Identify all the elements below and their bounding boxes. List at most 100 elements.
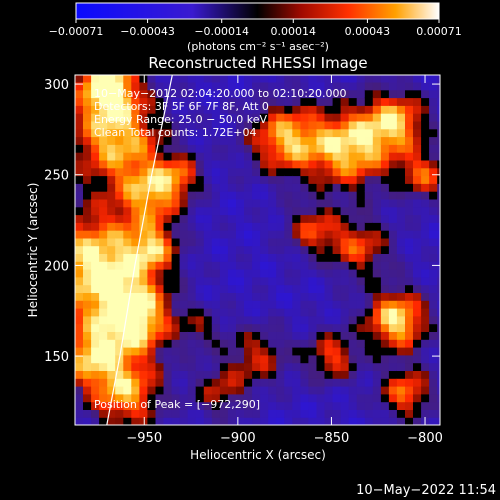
heatmap-cell: [372, 136, 382, 145]
heatmap-cell: [99, 183, 108, 192]
heatmap-cell: [364, 401, 374, 410]
heatmap-cell: [211, 167, 221, 177]
heatmap-cell: [276, 175, 285, 184]
heatmap-cell: [396, 198, 406, 208]
heatmap-cell: [260, 362, 269, 371]
heatmap-cell: [284, 198, 293, 208]
heatmap-cell: [380, 362, 390, 371]
heatmap-cell: [139, 401, 148, 410]
heatmap-cell: [260, 409, 269, 418]
heatmap-cell: [380, 276, 390, 286]
heatmap-cell: [413, 378, 422, 387]
heatmap-cell: [356, 401, 366, 410]
heatmap-cell: [123, 315, 132, 325]
heatmap-cell: [155, 292, 165, 301]
heatmap-cell: [364, 136, 374, 145]
heatmap-cell: [203, 253, 213, 262]
heatmap-cell: [348, 206, 358, 216]
heatmap-cell: [364, 237, 374, 247]
heatmap-cell: [340, 120, 350, 130]
heatmap-cell: [364, 253, 374, 262]
heatmap-cell: [356, 230, 366, 239]
heatmap-cell: [91, 191, 100, 200]
heatmap-cell: [316, 136, 326, 145]
heatmap-cell: [300, 331, 309, 340]
heatmap-cell: [413, 347, 422, 356]
heatmap-cell: [380, 183, 390, 192]
heatmap-cell: [179, 167, 189, 177]
heatmap-cell: [324, 261, 334, 270]
heatmap-cell: [348, 191, 358, 200]
heatmap-cell: [421, 113, 430, 122]
heatmap-cell: [236, 308, 245, 317]
heatmap-cell: [421, 386, 430, 395]
heatmap-cell: [340, 315, 350, 325]
heatmap-cell: [300, 378, 309, 387]
heatmap-cell: [316, 354, 326, 364]
heatmap-cell: [340, 308, 350, 317]
heatmap-cell: [276, 81, 285, 91]
heatmap-cell: [131, 261, 140, 270]
heatmap-cell: [364, 261, 374, 270]
heatmap-cell: [75, 81, 84, 91]
heatmap-cell: [421, 393, 430, 403]
heatmap-cell: [292, 339, 301, 348]
heatmap-cell: [227, 97, 237, 106]
heatmap-cell: [316, 81, 326, 91]
heatmap-cell: [340, 89, 350, 99]
heatmap-cell: [123, 362, 132, 371]
heatmap-cell: [195, 198, 205, 208]
heatmap-cell: [437, 120, 440, 130]
heatmap-cell: [388, 230, 398, 239]
heatmap-cell: [91, 323, 100, 332]
heatmap-cell: [187, 214, 197, 223]
heatmap-cell: [195, 237, 205, 247]
heatmap-cell: [348, 331, 358, 340]
heatmap-cell: [276, 378, 285, 387]
heatmap-cell: [388, 175, 398, 184]
heatmap-cell: [195, 261, 205, 270]
heatmap-cell: [260, 253, 269, 262]
heatmap-cell: [380, 393, 390, 403]
heatmap-cell: [75, 292, 84, 301]
heatmap-cell: [429, 253, 438, 262]
heatmap-cell: [123, 261, 132, 270]
heatmap-cell: [203, 417, 213, 425]
heatmap-cell: [364, 222, 374, 231]
heatmap-cell: [292, 191, 301, 200]
heatmap-cell: [147, 315, 156, 325]
heatmap-cell: [308, 347, 317, 356]
heatmap-cell: [268, 75, 277, 83]
solar-limb-line: [106, 74, 173, 426]
heatmap-cell: [316, 378, 326, 387]
heatmap-cell: [155, 113, 165, 122]
heatmap-cell: [252, 292, 261, 301]
heatmap-cell: [219, 362, 229, 371]
heatmap-cell: [429, 339, 438, 348]
heatmap-cell: [364, 386, 374, 395]
heatmap-cell: [372, 308, 382, 317]
heatmap-cell: [91, 89, 100, 99]
heatmap-cell: [421, 292, 430, 301]
x-tick-label: −800: [407, 431, 443, 446]
heatmap-cell: [332, 300, 342, 309]
heatmap-cell: [219, 401, 229, 410]
heatmap-cell: [155, 214, 165, 223]
heatmap-cell: [437, 183, 440, 192]
heatmap-cell: [171, 97, 181, 106]
heatmap-cell: [396, 284, 406, 293]
heatmap-cell: [332, 378, 342, 387]
heatmap-cell: [437, 417, 440, 425]
heatmap-cell: [292, 292, 301, 301]
heatmap-cell: [372, 261, 382, 270]
heatmap-cell: [413, 152, 422, 161]
heatmap-cell: [91, 315, 100, 325]
heatmap-cell: [356, 347, 366, 356]
heatmap-cell: [429, 308, 438, 317]
heatmap-cell: [308, 105, 317, 114]
heatmap-cell: [171, 198, 181, 208]
heatmap-cell: [171, 75, 181, 83]
heatmap-cell: [260, 136, 269, 145]
heatmap-cell: [115, 105, 124, 114]
heatmap-cell: [139, 97, 148, 106]
